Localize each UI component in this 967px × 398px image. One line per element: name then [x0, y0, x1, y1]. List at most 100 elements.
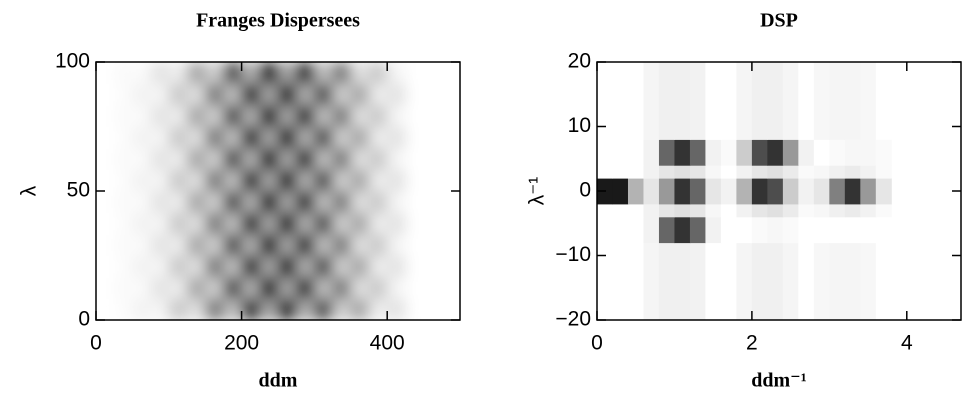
- heatmap-cell: [205, 83, 224, 106]
- heatmap-cell: [736, 139, 753, 166]
- heatmap-cell: [114, 212, 133, 235]
- heatmap-cell: [798, 178, 815, 205]
- heatmap-cell: [259, 147, 279, 171]
- heatmap-cell: [168, 62, 188, 84]
- heatmap-cell: [205, 105, 224, 127]
- heatmap-cell: [168, 234, 188, 256]
- heatmap-cell: [241, 276, 261, 300]
- heatmap-cell: [597, 165, 613, 179]
- heatmap-cell: [278, 255, 297, 278]
- heatmap-cell: [296, 62, 315, 84]
- heatmap-cell: [736, 203, 753, 218]
- heatmap-cell: [612, 242, 629, 320]
- heatmap-cell: [187, 83, 206, 106]
- heatmap-cell: [114, 169, 133, 192]
- heatmap-cell: [296, 169, 315, 192]
- heatmap-cell: [674, 242, 691, 320]
- heatmap-cell: [829, 139, 846, 166]
- heatmap-cell: [332, 126, 352, 149]
- heatmap-cell: [296, 191, 315, 213]
- heatmap-cell: [658, 242, 675, 320]
- x-tick-label: 2: [746, 332, 758, 355]
- heatmap-cell: [150, 298, 170, 320]
- heatmap-cell: [387, 234, 406, 256]
- heatmap-cell: [751, 62, 768, 140]
- heatmap-cell: [332, 234, 352, 256]
- heatmap-cell: [705, 242, 722, 320]
- heatmap-cell: [705, 203, 722, 218]
- heatmap-cell: [296, 147, 315, 171]
- heatmap-cell: [332, 212, 352, 235]
- heatmap-cell: [720, 203, 737, 218]
- y-tick-label: 20: [568, 50, 591, 73]
- heatmap-cell: [387, 255, 406, 278]
- heatmap-cell: [844, 242, 861, 320]
- heatmap-cell: [168, 147, 188, 171]
- heatmap-cell: [114, 126, 133, 149]
- heatmap-cell: [259, 276, 279, 300]
- heatmap-cell: [658, 203, 675, 218]
- heatmap-cell: [829, 165, 846, 179]
- heatmap-cell: [350, 298, 370, 320]
- heatmap-cell: [205, 126, 224, 149]
- heatmap-cell: [168, 126, 188, 149]
- heatmap-cell: [150, 83, 170, 106]
- heatmap-cell: [387, 212, 406, 235]
- heatmap-cell: [350, 276, 370, 300]
- heatmap-cell: [187, 191, 206, 213]
- heatmap-cell: [241, 126, 261, 149]
- heatmap-cell: [350, 212, 370, 235]
- y-tick-label: 100: [55, 50, 90, 73]
- x-tick-label: 200: [224, 332, 259, 355]
- heatmap-cell: [875, 139, 892, 166]
- heatmap-cell: [350, 147, 370, 171]
- heatmap-cell: [597, 62, 613, 140]
- heatmap-cell: [132, 83, 152, 106]
- heatmap-cell: [813, 242, 830, 320]
- heatmap-cell: [241, 255, 261, 278]
- heatmap-cell: [767, 203, 784, 218]
- heatmap-cell: [259, 234, 279, 256]
- heatmap-cell: [332, 105, 352, 127]
- heatmap-cell: [223, 212, 243, 235]
- heatmap-cell: [813, 216, 830, 244]
- heatmap-cell: [720, 139, 737, 166]
- heatmap-cell: [798, 216, 815, 244]
- heatmap-cell: [720, 62, 737, 140]
- heatmap: [597, 62, 892, 320]
- heatmap-cell: [187, 147, 206, 171]
- heatmap-cell: [278, 298, 297, 320]
- heatmap-cell: [844, 178, 861, 205]
- heatmap-cell: [627, 216, 644, 244]
- heatmap-cell: [844, 62, 861, 140]
- heatmap-cell: [132, 276, 152, 300]
- heatmap-cell: [875, 165, 892, 179]
- heatmap-cell: [150, 255, 170, 278]
- heatmap-cell: [860, 216, 877, 244]
- heatmap-cell: [813, 62, 830, 140]
- heatmap-cell: [720, 242, 737, 320]
- heatmap-cell: [782, 178, 799, 205]
- heatmap-cell: [689, 62, 706, 140]
- heatmap-cell: [296, 126, 315, 149]
- y-tick-label: 0: [78, 308, 90, 331]
- heatmap-cell: [223, 191, 243, 213]
- heatmap-cell: [643, 139, 660, 166]
- heatmap-cell: [751, 165, 768, 179]
- heatmap-cell: [767, 242, 784, 320]
- heatmap-cell: [187, 169, 206, 192]
- heatmap-cell: [168, 191, 188, 213]
- heatmap-cell: [350, 169, 370, 192]
- heatmap-cell: [813, 139, 830, 166]
- heatmap-cell: [597, 203, 613, 218]
- y-axis-label: λ⁻¹: [526, 177, 549, 206]
- heatmap-cell: [369, 126, 388, 149]
- heatmap-cell: [187, 298, 206, 320]
- heatmap-cell: [205, 298, 224, 320]
- heatmap-cell: [168, 255, 188, 278]
- heatmap-cell: [689, 216, 706, 244]
- heatmap-cell: [751, 203, 768, 218]
- heatmap-cell: [278, 212, 297, 235]
- heatmap-cell: [223, 62, 243, 84]
- heatmap-cell: [829, 203, 846, 218]
